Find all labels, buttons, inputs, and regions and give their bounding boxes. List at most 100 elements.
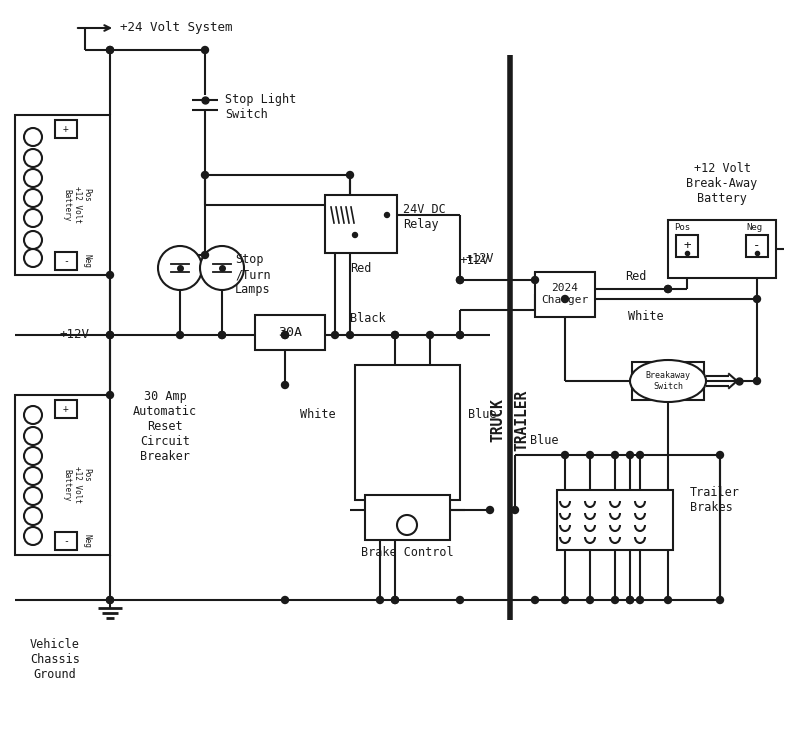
Text: 30A: 30A	[278, 325, 302, 338]
Text: 2024
Charger: 2024 Charger	[542, 283, 589, 305]
Circle shape	[24, 507, 42, 525]
Circle shape	[717, 596, 723, 604]
Bar	[55, 252, 77, 270]
Text: Red: Red	[350, 262, 371, 275]
Text: Breakaway
Switch: Breakaway Switch	[646, 371, 690, 390]
Circle shape	[282, 331, 289, 338]
Ellipse shape	[630, 360, 706, 402]
Circle shape	[24, 169, 42, 187]
Circle shape	[106, 331, 114, 338]
Circle shape	[562, 295, 569, 303]
Text: Stop
/Turn
Lamps: Stop /Turn Lamps	[235, 254, 270, 297]
Bar	[365, 495, 450, 540]
Circle shape	[24, 149, 42, 167]
Bar	[55, 532, 77, 550]
Bar	[15, 115, 110, 275]
Text: Pos: Pos	[82, 468, 91, 482]
Circle shape	[202, 251, 209, 259]
Text: Neg: Neg	[746, 224, 762, 232]
Circle shape	[586, 596, 594, 604]
Circle shape	[611, 452, 618, 458]
Text: Blue: Blue	[530, 434, 558, 447]
Circle shape	[385, 213, 390, 218]
Bar	[746, 235, 768, 257]
Circle shape	[24, 189, 42, 207]
Bar	[55, 400, 77, 418]
Text: +12 Volt
Battery: +12 Volt Battery	[62, 466, 82, 504]
Circle shape	[106, 392, 114, 398]
Circle shape	[282, 596, 289, 604]
Circle shape	[637, 452, 643, 458]
Circle shape	[391, 331, 398, 338]
Circle shape	[391, 596, 398, 604]
Circle shape	[611, 596, 618, 604]
Text: White: White	[300, 409, 336, 422]
Circle shape	[106, 47, 114, 53]
Circle shape	[177, 331, 183, 338]
Circle shape	[397, 515, 417, 535]
Text: 30 Amp
Automatic
Reset
Circuit
Breaker: 30 Amp Automatic Reset Circuit Breaker	[133, 390, 197, 463]
Bar	[255, 315, 325, 350]
Circle shape	[457, 331, 463, 338]
Text: Pos: Pos	[674, 224, 690, 232]
Bar	[535, 272, 595, 317]
Circle shape	[24, 467, 42, 485]
Text: +: +	[63, 404, 69, 414]
Circle shape	[218, 331, 226, 338]
Circle shape	[377, 596, 383, 604]
Circle shape	[158, 246, 202, 290]
Circle shape	[331, 331, 338, 338]
Circle shape	[24, 209, 42, 227]
Circle shape	[457, 276, 463, 284]
Circle shape	[346, 331, 354, 338]
Text: Blue: Blue	[468, 409, 497, 422]
Circle shape	[426, 331, 434, 338]
Bar	[15, 395, 110, 555]
Circle shape	[511, 507, 518, 513]
Circle shape	[353, 232, 358, 238]
Circle shape	[562, 452, 569, 458]
Text: TRAILER: TRAILER	[514, 390, 530, 450]
Bar	[55, 120, 77, 138]
Circle shape	[24, 487, 42, 505]
Text: -: -	[63, 256, 69, 266]
Circle shape	[637, 596, 643, 604]
Text: Vehicle
Chassis
Ground: Vehicle Chassis Ground	[30, 638, 80, 681]
Text: +24 Volt System: +24 Volt System	[120, 21, 233, 34]
Circle shape	[24, 447, 42, 465]
Circle shape	[717, 452, 723, 458]
Circle shape	[24, 427, 42, 445]
Circle shape	[106, 271, 114, 279]
Text: Neg: Neg	[82, 534, 91, 548]
Text: -: -	[754, 240, 761, 252]
Text: 24V DC
Relay: 24V DC Relay	[403, 203, 446, 231]
Circle shape	[106, 331, 114, 338]
Text: +12V: +12V	[466, 251, 494, 265]
Text: Brake Control: Brake Control	[361, 545, 454, 558]
Bar	[325, 195, 397, 253]
Circle shape	[457, 331, 463, 338]
Circle shape	[200, 246, 244, 290]
Circle shape	[486, 507, 494, 513]
Circle shape	[626, 596, 634, 604]
Text: +12V: +12V	[60, 328, 90, 341]
Circle shape	[24, 249, 42, 267]
Circle shape	[346, 172, 354, 178]
Circle shape	[24, 527, 42, 545]
Circle shape	[531, 276, 538, 284]
Text: White: White	[628, 311, 664, 324]
Text: -: -	[63, 536, 69, 546]
Circle shape	[457, 276, 463, 284]
Circle shape	[562, 596, 569, 604]
Circle shape	[754, 295, 761, 303]
Text: Red: Red	[625, 270, 646, 282]
Circle shape	[665, 286, 671, 292]
Bar	[355, 365, 460, 500]
Text: TRUCK: TRUCK	[490, 398, 506, 442]
Circle shape	[202, 172, 209, 178]
Circle shape	[218, 331, 226, 338]
Circle shape	[531, 596, 538, 604]
Text: Pos: Pos	[82, 188, 91, 202]
Text: Black: Black	[350, 311, 386, 325]
Circle shape	[282, 331, 289, 338]
